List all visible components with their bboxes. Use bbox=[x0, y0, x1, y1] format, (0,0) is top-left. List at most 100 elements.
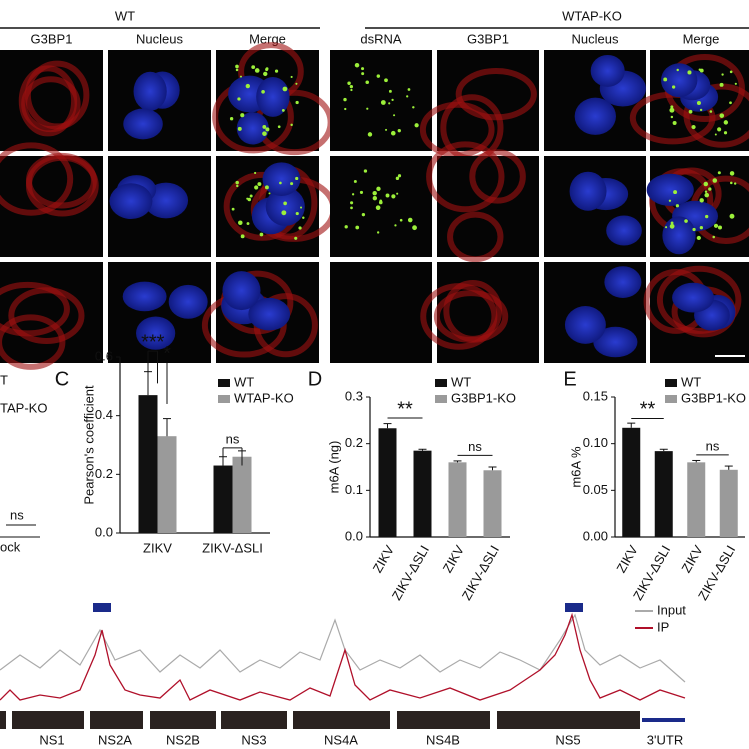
gene-box bbox=[397, 711, 490, 729]
granule bbox=[290, 182, 294, 186]
region-label: NS2B bbox=[166, 732, 200, 747]
granule bbox=[684, 219, 688, 223]
gene-box bbox=[0, 711, 6, 729]
bar-charts: C Pearson's coefficient 0.0 0.2 0.4 0.6 ZIKV ZI… bbox=[55, 331, 746, 602]
nucleus bbox=[236, 112, 269, 145]
y-tick-label: 0.0 bbox=[95, 524, 113, 539]
granule bbox=[704, 190, 708, 193]
nucleus bbox=[569, 171, 607, 211]
granule bbox=[259, 232, 264, 237]
cytoplasm-stain bbox=[455, 68, 537, 121]
granule bbox=[237, 126, 242, 131]
granule bbox=[390, 130, 396, 136]
granule bbox=[261, 89, 265, 94]
granule bbox=[254, 171, 257, 175]
granule bbox=[350, 206, 353, 210]
nucleus bbox=[593, 326, 638, 358]
legend-label: G3BP1-KO bbox=[451, 390, 516, 405]
bar bbox=[157, 436, 177, 533]
granule bbox=[733, 182, 737, 185]
gene-box bbox=[497, 711, 640, 729]
y-tick-label: 0.4 bbox=[95, 407, 113, 422]
nucleus bbox=[646, 173, 694, 207]
granule bbox=[406, 95, 409, 98]
significance: ns bbox=[10, 507, 24, 522]
granule bbox=[376, 186, 381, 192]
significance: ns bbox=[226, 431, 240, 446]
region-label: NS4A bbox=[324, 732, 358, 747]
granule bbox=[696, 101, 701, 106]
granule bbox=[366, 107, 369, 110]
granule bbox=[407, 217, 413, 223]
granule bbox=[282, 86, 288, 92]
granule bbox=[721, 73, 724, 76]
granule bbox=[254, 68, 260, 73]
granule bbox=[350, 88, 353, 92]
coverage-track: Input IP NS1 NS2A NS2B NS3 NS4A NS4B NS5… bbox=[0, 602, 686, 747]
bar bbox=[719, 469, 738, 537]
granule bbox=[372, 196, 378, 201]
granule bbox=[344, 107, 347, 111]
granule bbox=[397, 128, 401, 133]
legend-fragment: T bbox=[0, 372, 8, 387]
granule bbox=[246, 197, 249, 200]
granule bbox=[719, 82, 724, 87]
legend-label: WT bbox=[681, 374, 701, 389]
granule bbox=[354, 62, 360, 68]
granule bbox=[274, 69, 279, 73]
granule bbox=[231, 207, 235, 211]
granule bbox=[713, 223, 719, 228]
nucleus bbox=[248, 297, 291, 331]
micrograph bbox=[330, 156, 432, 257]
granule bbox=[235, 180, 239, 185]
bar bbox=[622, 427, 641, 537]
granule bbox=[247, 197, 252, 202]
granule bbox=[240, 113, 245, 118]
granule bbox=[388, 102, 391, 105]
granule bbox=[359, 190, 364, 194]
region-label: NS2A bbox=[98, 732, 132, 747]
granule bbox=[343, 97, 347, 102]
granule bbox=[385, 193, 390, 198]
granule bbox=[257, 182, 262, 187]
category-fragment: ock bbox=[0, 539, 21, 554]
granule bbox=[349, 85, 354, 89]
y-tick-label: 0.6 bbox=[95, 348, 113, 363]
granule bbox=[290, 123, 293, 127]
granule bbox=[355, 225, 360, 230]
granule bbox=[670, 221, 674, 225]
granule bbox=[351, 193, 355, 196]
granule bbox=[397, 174, 402, 178]
nucleus bbox=[122, 281, 167, 312]
granule bbox=[299, 206, 303, 209]
y-tick-label: 0.10 bbox=[583, 435, 608, 450]
granule bbox=[671, 85, 676, 89]
cytoplasm-stain bbox=[426, 141, 505, 213]
granule bbox=[245, 83, 250, 89]
granule bbox=[673, 190, 678, 195]
cytoplasm-stain bbox=[447, 211, 504, 263]
legend-swatch bbox=[218, 395, 230, 403]
panel-label: C bbox=[55, 368, 69, 390]
granule bbox=[375, 205, 381, 211]
granule bbox=[663, 77, 668, 82]
legend-swatch bbox=[435, 395, 447, 403]
region-label: NS5 bbox=[555, 732, 580, 747]
granule bbox=[705, 214, 709, 219]
granule bbox=[372, 190, 377, 196]
granule bbox=[388, 89, 392, 93]
nucleus bbox=[136, 316, 176, 350]
region-label: 3'UTR bbox=[647, 732, 683, 747]
legend-label: G3BP1-KO bbox=[681, 390, 746, 405]
granule bbox=[295, 100, 299, 105]
micrograph bbox=[330, 262, 432, 363]
granule bbox=[391, 98, 394, 102]
bar-chart: C Pearson's coefficient 0.0 0.2 0.4 0.6 ZIKV ZI… bbox=[55, 331, 294, 555]
nucleus bbox=[590, 54, 625, 87]
granule bbox=[290, 75, 293, 79]
nucleus bbox=[133, 71, 167, 111]
granule bbox=[302, 216, 305, 220]
granule bbox=[265, 68, 269, 72]
granule bbox=[712, 178, 718, 183]
granule bbox=[709, 110, 713, 113]
